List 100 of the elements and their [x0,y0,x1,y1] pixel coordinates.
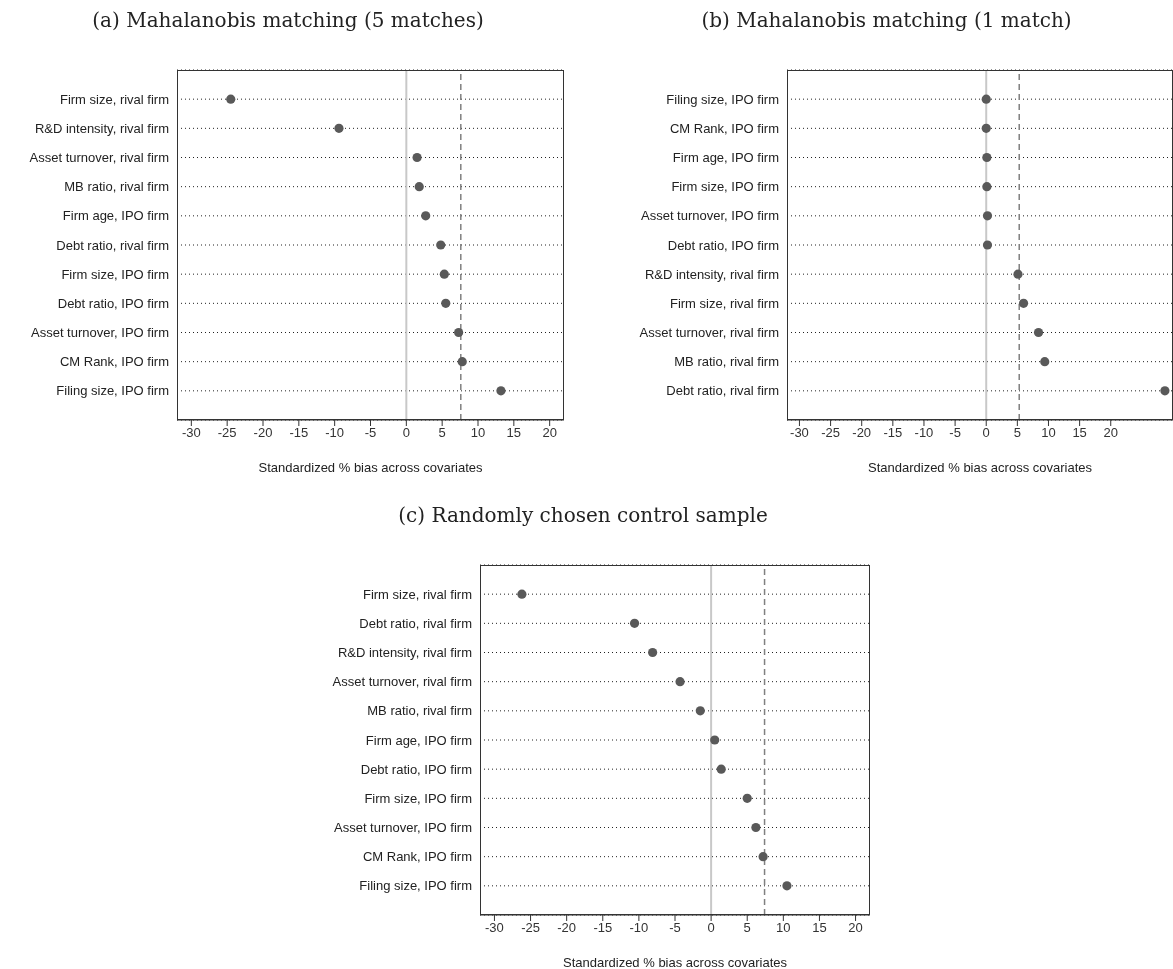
point [982,152,992,163]
x-tick-label: 10 [470,425,486,441]
y-tick-label: Firm size, IPO firm [364,790,472,806]
point [751,822,761,833]
y-tick-label: Asset turnover, rival firm [332,674,472,690]
y-tick-label: Debt ratio, IPO firm [360,761,472,777]
y-tick-label: Firm size, rival firm [362,586,472,602]
x-tick-label: 5 [743,920,751,936]
y-tick-label: Asset turnover, rival firm [29,150,169,166]
point [421,211,431,221]
x-tick-label: -5 [949,425,961,441]
x-tick-label: -20 [557,920,577,936]
point [629,618,640,628]
x-tick-label: -20 [253,425,273,441]
point [436,240,446,250]
x-tick-label: -25 [821,425,840,441]
point [716,764,726,774]
x-tick-label: 10 [1041,425,1056,441]
y-tick-label: R&D intensity, rival firm [34,120,169,136]
y-tick-label: Filing size, IPO firm [56,383,169,399]
y-tick-label: MB ratio, rival firm [64,179,169,195]
point [1040,357,1050,367]
x-tick-label: 20 [542,425,557,441]
x-tick-label: -15 [593,920,613,936]
y-tick-label: CM Rank, IPO firm [362,849,472,865]
point [648,647,658,658]
point [226,94,236,104]
x-tick-label: 20 [1103,425,1118,441]
y-tick-label: R&D intensity, rival firm [337,645,472,661]
x-axis-title: Standardized % bias across covariates [867,460,1093,475]
point [517,589,527,599]
x-tick-label: 0 [402,425,410,441]
x-tick-label: -10 [914,425,934,441]
point [457,357,467,367]
x-tick-label: 15 [812,920,827,936]
chart-title: (a) Mahalanobis matching (5 matches) [91,8,485,34]
y-tick-label: Asset turnover, rival firm [639,325,779,341]
point [982,211,993,221]
point [412,152,422,163]
x-axis-title: Standardized % bias across covariates [562,955,788,969]
point [439,269,449,279]
y-tick-label: Debt ratio, IPO firm [57,295,169,311]
x-tick-label: 0 [707,920,715,936]
y-tick-label: Asset turnover, IPO firm [641,208,779,224]
x-tick-label: -30 [181,425,201,441]
chart-title: (b) Mahalanobis matching (1 match) [700,8,1073,34]
x-tick-label: -20 [852,425,872,441]
x-tick-label: -10 [629,920,649,936]
y-tick-label: Filing size, IPO firm [359,878,472,894]
y-tick-label: Asset turnover, IPO firm [31,325,169,341]
point [695,706,705,716]
x-tick-label: 10 [776,920,791,936]
point [982,240,993,250]
y-tick-label: Filing size, IPO firm [666,91,779,107]
y-tick-label: Firm age, IPO firm [365,732,472,748]
y-tick-label: R&D intensity, rival firm [644,266,779,282]
point [782,881,792,891]
point [981,123,991,133]
y-tick-label: CM Rank, IPO firm [59,354,169,370]
x-tick-label: -5 [364,425,377,441]
point [981,94,991,104]
y-tick-label: Firm size, IPO firm [61,266,169,282]
x-tick-label: 5 [1013,425,1021,441]
point [454,327,464,338]
y-tick-label: Asset turnover, IPO firm [334,820,472,836]
x-tick-label: -30 [485,920,504,936]
x-axis-title: Standardized % bias across covariates [258,460,483,475]
point [496,386,506,396]
y-tick-label: Debt ratio, rival firm [359,615,472,631]
y-tick-label: Firm age, IPO firm [62,208,169,224]
point [1033,327,1044,338]
x-tick-label: -5 [669,920,681,936]
point [710,735,720,745]
point [742,793,752,803]
y-tick-label: Firm size, rival firm [59,91,169,107]
y-tick-label: Firm size, IPO firm [671,179,779,195]
x-tick-label: -30 [790,425,809,441]
point [334,123,344,133]
point [675,677,685,687]
point [441,298,451,308]
y-tick-label: MB ratio, rival firm [367,703,472,719]
x-tick-label: -15 [289,425,309,441]
x-tick-label: 15 [506,425,522,441]
x-tick-label: -10 [325,425,345,441]
y-tick-label: Debt ratio, IPO firm [667,237,779,253]
x-tick-label: 20 [848,920,863,936]
chart-title: (c) Randomly chosen control sample [397,503,769,529]
point [1013,269,1023,279]
x-tick-label: -25 [217,425,237,441]
x-tick-label: 0 [982,425,990,441]
x-tick-label: 15 [1072,425,1087,441]
y-tick-label: Firm age, IPO firm [672,150,779,166]
point [982,182,992,192]
x-tick-label: -25 [521,920,540,936]
y-tick-label: CM Rank, IPO firm [669,120,779,136]
x-tick-label: -15 [883,425,903,441]
y-tick-label: Debt ratio, rival firm [666,383,779,399]
point [758,852,768,862]
point [1018,298,1029,308]
x-tick-label: 5 [438,425,446,441]
